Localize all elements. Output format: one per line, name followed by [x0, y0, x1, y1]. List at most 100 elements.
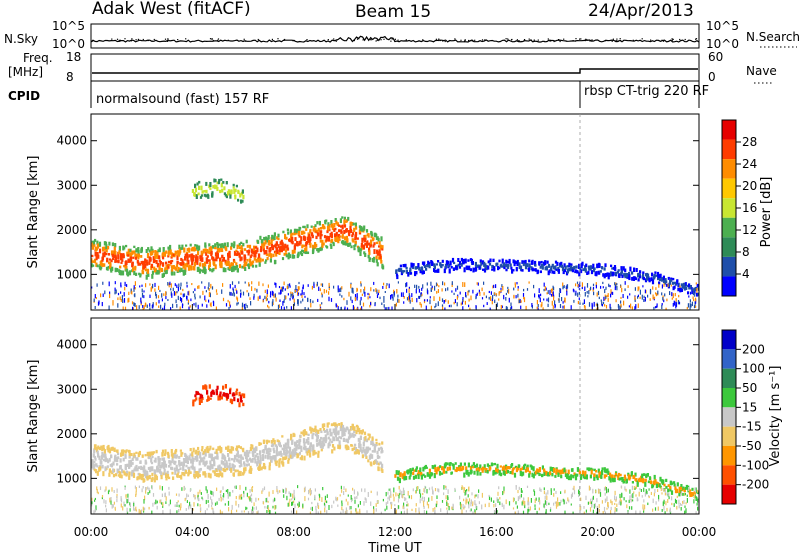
power-echo-cell	[194, 187, 198, 193]
power-echo-cell	[140, 255, 143, 258]
velocity-scatter-cell	[403, 490, 405, 495]
velocity-scatter-cell	[663, 505, 665, 511]
velocity-echo-cell	[278, 443, 282, 447]
power-scatter-cell	[661, 284, 663, 289]
power-scatter-cell	[246, 305, 248, 308]
power-echo-cell	[448, 268, 451, 274]
power-scatter-cell	[415, 288, 417, 294]
power-scatter-cell	[271, 301, 273, 307]
power-scatter-cell	[562, 301, 564, 304]
power-echo-cell	[526, 263, 529, 268]
power-scatter-cell	[453, 301, 455, 305]
power-echo-cell	[323, 235, 327, 239]
velocity-echo-cell	[356, 425, 359, 430]
power-scatter-cell	[542, 307, 544, 310]
power-echo-cell	[119, 256, 123, 261]
velocity-echo-cell	[213, 460, 216, 464]
power-scatter-cell	[605, 305, 608, 309]
power-scatter-cell	[287, 283, 289, 289]
power-scatter-cell	[353, 306, 355, 310]
velocity-echo-cell	[305, 431, 308, 436]
power-scatter-cell	[508, 297, 510, 303]
velocity-echo-cell	[597, 468, 600, 473]
power-echo-cell	[371, 237, 375, 242]
colorbar-tick-label: -50	[742, 439, 762, 453]
power-echo-cell	[233, 250, 237, 256]
nsearch-point	[391, 38, 393, 40]
velocity-echo-cell	[280, 453, 283, 457]
power-echo-cell	[184, 269, 187, 275]
power-echo-cell	[171, 259, 174, 263]
velocity-scatter-cell	[519, 495, 521, 500]
power-scatter-cell	[670, 284, 672, 287]
power-echo-cell	[381, 247, 384, 251]
power-scatter-cell	[272, 302, 274, 306]
power-scatter-cell	[500, 305, 502, 310]
power-echo-cell	[616, 270, 620, 274]
power-echo-cell	[631, 277, 634, 281]
power-echo-cell	[291, 249, 294, 255]
power-scatter-cell	[140, 301, 142, 304]
velocity-scatter-cell	[197, 497, 199, 501]
power-echo-cell	[502, 262, 506, 267]
velocity-scatter-cell	[470, 499, 472, 505]
power-echo-cell	[685, 286, 688, 290]
power-scatter-cell	[523, 297, 526, 303]
power-scatter-cell	[408, 286, 410, 289]
velocity-echo-cell	[214, 451, 217, 454]
velocity-scatter-cell	[143, 499, 145, 504]
power-echo-cell	[368, 257, 372, 260]
power-echo-cell	[566, 268, 569, 274]
nsearch-point	[619, 38, 621, 40]
power-scatter-cell	[155, 294, 157, 299]
velocity-scatter-cell	[165, 501, 167, 504]
power-scatter-cell	[264, 289, 266, 294]
power-echo-cell	[280, 247, 283, 253]
nsearch-point	[563, 38, 565, 40]
velocity-scatter-cell	[424, 489, 426, 493]
velocity-echo-cell	[120, 452, 123, 457]
velocity-scatter-cell	[406, 504, 408, 507]
velocity-echo-cell	[471, 464, 474, 468]
power-scatter-cell	[186, 296, 188, 301]
velocity-scatter-cell	[555, 490, 557, 494]
velocity-scatter-cell	[678, 505, 680, 509]
velocity-scatter-cell	[220, 496, 222, 502]
power-scatter-cell	[134, 281, 136, 286]
velocity-scatter-cell	[292, 501, 294, 506]
velocity-scatter-cell	[267, 505, 269, 510]
velocity-echo-cell	[357, 449, 360, 455]
velocity-scatter-cell	[632, 499, 634, 502]
power-echo-cell	[191, 189, 194, 193]
velocity-scatter-cell	[614, 502, 616, 505]
power-scatter-cell	[679, 285, 681, 288]
velocity-echo-cell	[119, 474, 122, 478]
power-scatter-cell	[149, 283, 151, 286]
velocity-echo-cell	[309, 452, 312, 458]
velocity-scatter-cell	[493, 503, 495, 508]
velocity-scatter-cell	[304, 486, 306, 492]
power-echo-cell	[474, 261, 477, 267]
velocity-echo-cell	[346, 438, 350, 444]
power-echo-cell	[347, 243, 350, 247]
power-echo-cell	[435, 263, 438, 266]
velocity-echo-cell	[235, 388, 239, 392]
power-scatter-cell	[266, 289, 268, 295]
velocity-scatter-cell	[366, 510, 368, 513]
velocity-scatter-cell	[470, 508, 472, 512]
velocity-echo-cell	[286, 439, 289, 445]
velocity-scatter-cell	[326, 494, 328, 498]
velocity-echo-cell	[644, 478, 647, 482]
power-scatter-cell	[356, 288, 358, 291]
nsearch-point	[356, 38, 359, 40]
velocity-echo-cell	[186, 457, 189, 464]
velocity-scatter-cell	[268, 491, 270, 497]
velocity-echo-cell	[299, 435, 302, 438]
power-scatter-cell	[158, 299, 160, 304]
velocity-echo-cell	[522, 471, 525, 476]
velocity-echo-cell	[363, 431, 367, 435]
power-echo-cell	[375, 233, 378, 238]
velocity-scatter-cell	[462, 504, 464, 509]
velocity-echo-cell	[254, 458, 257, 464]
velocity-scatter-cell	[201, 496, 203, 500]
